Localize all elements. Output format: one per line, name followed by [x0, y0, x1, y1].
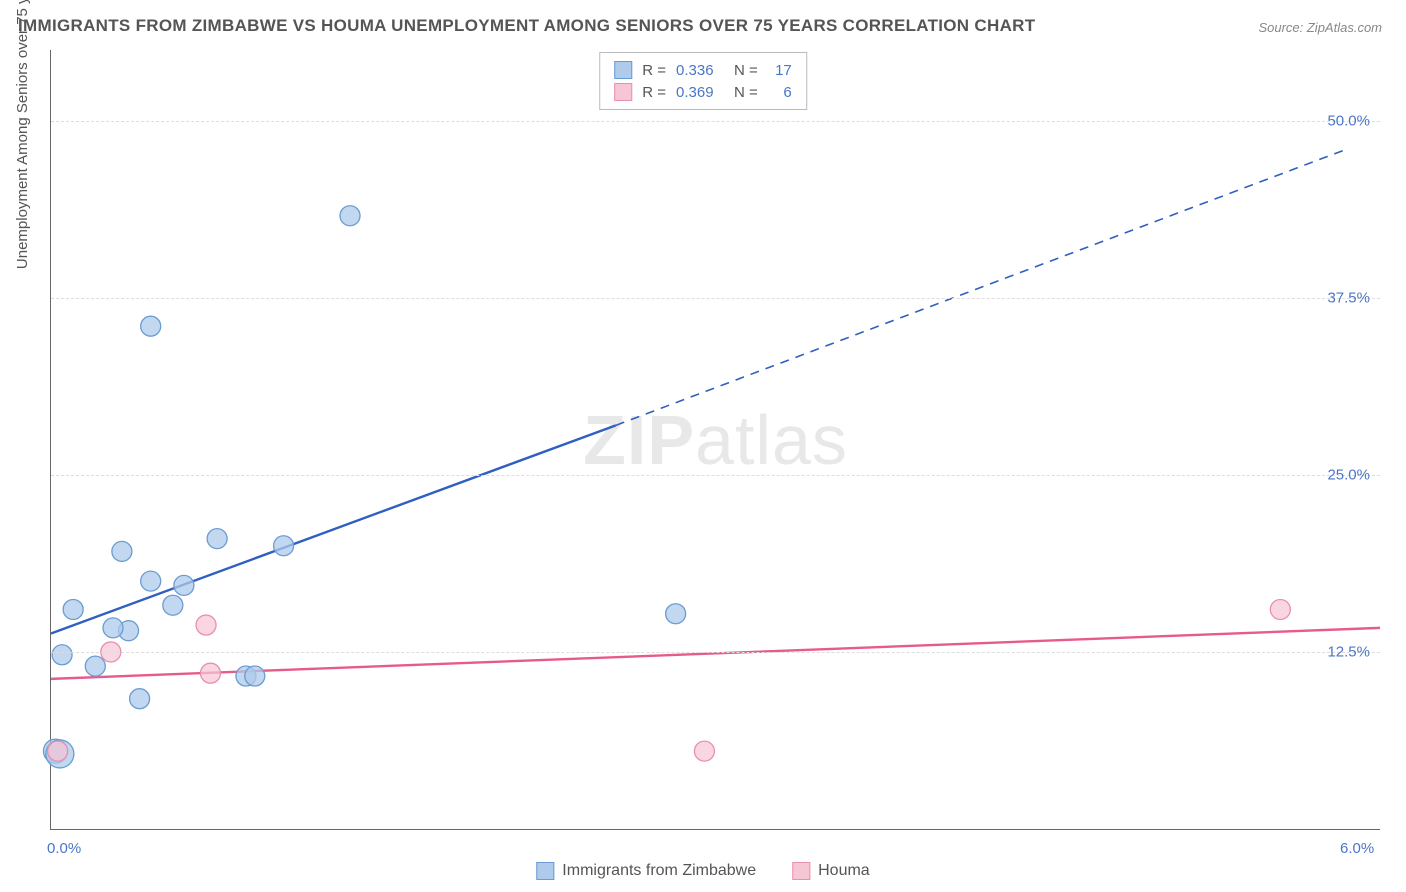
chart-svg [51, 50, 1380, 829]
stat-r-value: 0.369 [676, 84, 724, 101]
scatter-point [1270, 599, 1290, 619]
trend-line [51, 425, 616, 633]
scatter-point [48, 741, 68, 761]
scatter-point [112, 541, 132, 561]
gridline [51, 121, 1380, 122]
y-tick-label: 12.5% [1327, 643, 1370, 660]
scatter-point [207, 529, 227, 549]
scatter-point [274, 536, 294, 556]
plot-area: ZIPatlas 12.5%25.0%37.5%50.0%0.0%6.0% [50, 50, 1380, 830]
stats-legend: R = 0.336 N = 17 R = 0.369 N = 6 [599, 52, 807, 110]
scatter-point [85, 656, 105, 676]
scatter-point [666, 604, 686, 624]
stat-r-value: 0.336 [676, 62, 724, 79]
stat-n-value: 17 [768, 62, 792, 79]
y-axis-label: Unemployment Among Seniors over 75 years [14, 0, 31, 269]
x-tick-label: 6.0% [1340, 840, 1374, 857]
stat-r-label: R = [642, 84, 666, 101]
bottom-legend: Immigrants from Zimbabwe Houma [528, 860, 877, 882]
scatter-point [340, 206, 360, 226]
stat-n-label: N = [734, 84, 758, 101]
legend-item: Houma [792, 862, 870, 880]
scatter-point [52, 645, 72, 665]
legend-swatch [614, 83, 632, 101]
y-tick-label: 37.5% [1327, 289, 1370, 306]
legend-swatch [614, 61, 632, 79]
y-tick-label: 25.0% [1327, 466, 1370, 483]
scatter-point [163, 595, 183, 615]
y-tick-label: 50.0% [1327, 112, 1370, 129]
legend-swatch [536, 862, 554, 880]
scatter-point [174, 575, 194, 595]
stat-n-label: N = [734, 62, 758, 79]
scatter-point [63, 599, 83, 619]
scatter-point [141, 571, 161, 591]
scatter-point [196, 615, 216, 635]
chart-title: IMMIGRANTS FROM ZIMBABWE VS HOUMA UNEMPL… [18, 16, 1035, 36]
legend-label: Houma [818, 862, 870, 880]
scatter-point [245, 666, 265, 686]
legend-label: Immigrants from Zimbabwe [562, 862, 756, 880]
stats-legend-row: R = 0.336 N = 17 [614, 59, 792, 81]
scatter-point [200, 663, 220, 683]
trend-line-dashed [616, 149, 1347, 425]
scatter-point [694, 741, 714, 761]
scatter-point [130, 689, 150, 709]
legend-swatch [792, 862, 810, 880]
x-tick-label: 0.0% [47, 840, 81, 857]
gridline [51, 298, 1380, 299]
stat-n-value: 6 [768, 84, 792, 101]
stat-r-label: R = [642, 62, 666, 79]
scatter-point [141, 316, 161, 336]
scatter-point [103, 618, 123, 638]
legend-item: Immigrants from Zimbabwe [536, 862, 756, 880]
gridline [51, 652, 1380, 653]
stats-legend-row: R = 0.369 N = 6 [614, 81, 792, 103]
source-label: Source: ZipAtlas.com [1258, 20, 1382, 35]
gridline [51, 475, 1380, 476]
